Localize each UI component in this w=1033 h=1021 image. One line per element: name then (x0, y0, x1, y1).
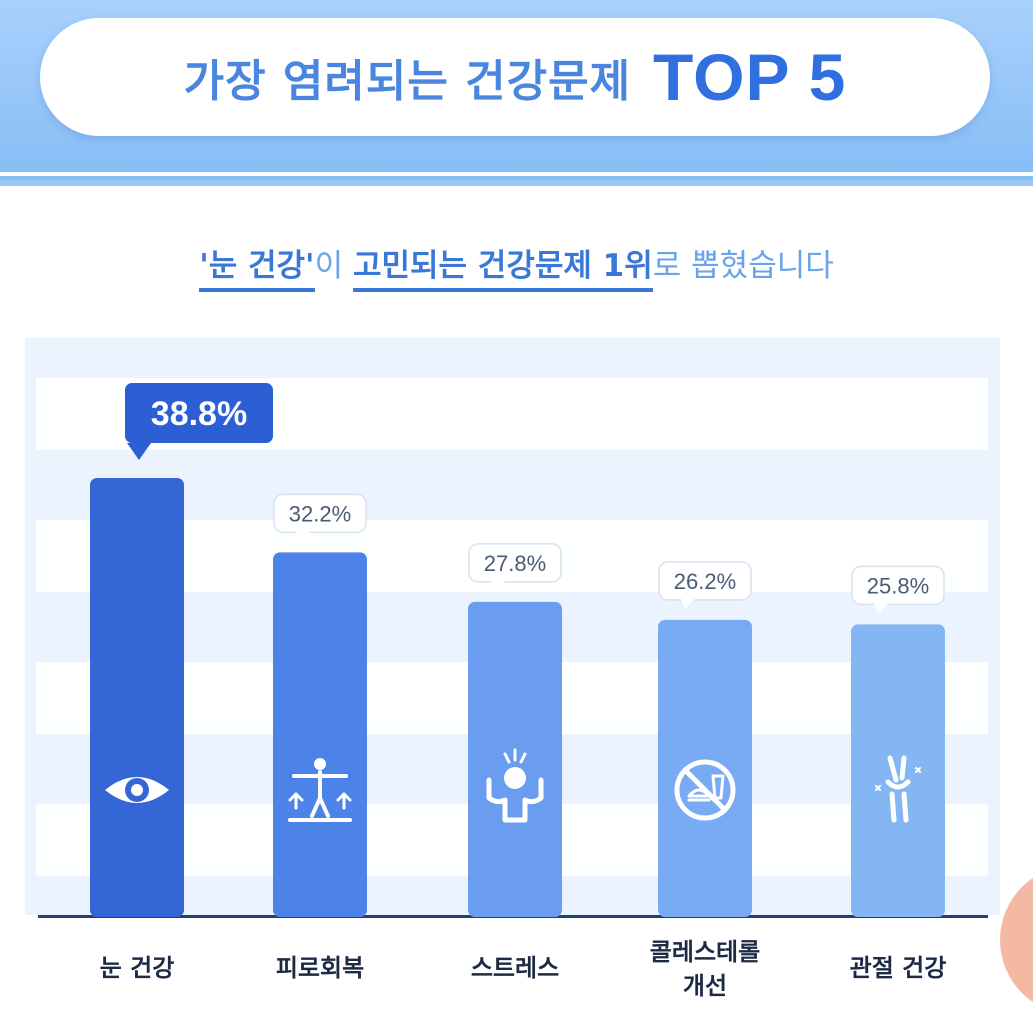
fitness-icon (288, 758, 352, 822)
value-badge (658, 561, 752, 601)
subtitle-highlight-rank: 고민되는 건강문제 1위 (352, 248, 653, 292)
value-label: 26.2% (674, 569, 736, 594)
bar-1 (90, 478, 184, 917)
value-badge-pointer (874, 603, 888, 614)
page-title-top5: TOP 5 (653, 40, 847, 114)
category-label: 눈 건강 (100, 954, 175, 982)
value-badge (468, 543, 562, 583)
category-label: 피로회복 (276, 954, 364, 982)
value-badge-highlight (123, 381, 275, 445)
decorative-circle (1000, 877, 1033, 1003)
bar-5 (851, 624, 945, 917)
value-label: 27.8% (484, 551, 546, 576)
subtitle-particle: 이 (314, 248, 353, 284)
no-junk-food-icon (674, 759, 736, 821)
category-label: 개선 (683, 972, 727, 1000)
value-badge (851, 565, 945, 606)
value-badge-pointer (127, 443, 151, 460)
value-badge-pointer (681, 598, 695, 609)
value-label: 32.2% (289, 501, 351, 526)
value-label: 38.8% (151, 395, 247, 433)
value-label: 25.8% (867, 573, 929, 598)
value-badge-pointer (296, 531, 310, 542)
bar-2 (273, 552, 367, 917)
subtitle: '눈 건강'이 고민되는 건강문제 1위로 뽑혔습니다 (0, 240, 1033, 292)
joint-icon (875, 755, 921, 823)
header-stripe-lower (0, 180, 1033, 186)
category-label: 스트레스 (471, 954, 559, 982)
stress-icon (486, 748, 544, 823)
title-pill: 가장 염려되는 건강문제 TOP 5 (40, 18, 990, 136)
subtitle-ending: 로 뽑혔습니다 (652, 248, 834, 284)
bar-4 (658, 619, 752, 917)
value-badge-pointer (491, 580, 505, 591)
category-label: 관절 건강 (850, 954, 947, 982)
value-badge (273, 493, 367, 534)
eye-icon (105, 777, 169, 803)
category-label: 콜레스테롤 (650, 938, 760, 966)
header-stripe (0, 172, 1033, 176)
subtitle-highlight-eye: '눈 건강' (199, 248, 315, 292)
page-title: 가장 염려되는 건강문제 (183, 56, 632, 107)
